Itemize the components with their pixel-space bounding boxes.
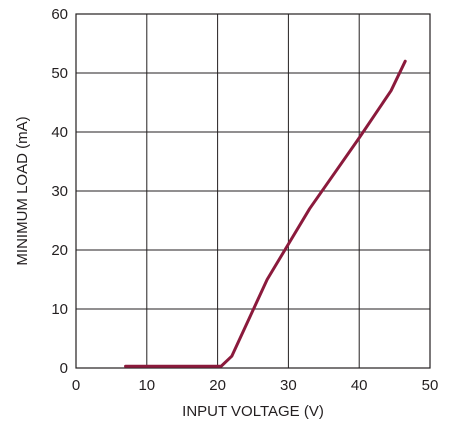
y-tick-label-10: 10 [51, 301, 68, 318]
grid-lines [76, 14, 430, 368]
y-tick-label-50: 50 [51, 65, 68, 82]
data-points [125, 61, 406, 367]
x-axis-label: INPUT VOLTAGE (V) [182, 403, 324, 420]
y-tick-label-20: 20 [51, 242, 68, 259]
x-tick-label-50: 50 [422, 377, 439, 394]
x-tick-label-40: 40 [351, 377, 368, 394]
y-tick-label-0: 0 [60, 360, 68, 377]
x-tick-label-20: 20 [209, 377, 226, 394]
x-tick-label-10: 10 [138, 377, 155, 394]
y-tick-label-60: 60 [51, 6, 68, 23]
plot-frame [75, 13, 431, 369]
x-tick-label-30: 30 [280, 377, 297, 394]
y-tick-label-30: 30 [51, 183, 68, 200]
tick-labels: 0 10 20 30 40 50 0 10 20 30 40 50 60 [51, 6, 438, 394]
y-axis-label: MINIMUM LOAD (mA) [14, 116, 31, 265]
x-tick-label-0: 0 [72, 377, 80, 394]
series-line-minimum-load [124, 59, 407, 368]
y-tick-label-40: 40 [51, 124, 68, 141]
